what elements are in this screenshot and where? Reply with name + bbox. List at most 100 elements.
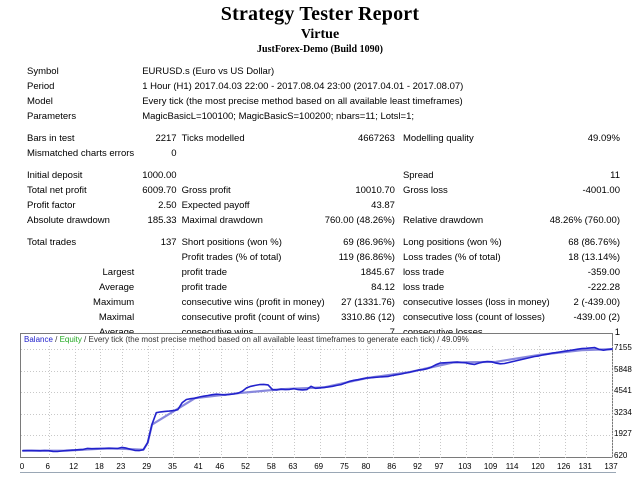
profit-trades-value: 119 (86.86%)	[338, 252, 395, 263]
loss-trades-label: Loss trades (% of total)	[402, 252, 501, 263]
y-axis-tick-label: 7155	[614, 343, 632, 352]
x-axis-tick-label: 6	[45, 462, 51, 471]
model-value: Every tick (the most precise method base…	[142, 96, 463, 107]
report-stats-table: Symbol EURUSD.s (Euro vs US Dollar) Peri…	[0, 64, 640, 340]
row-maximum: Maximum consecutive wins (profit in mone…	[0, 295, 640, 310]
row-average: Average profit trade 84.12 loss trade -2…	[0, 280, 640, 295]
largest-profit-trade-label: profit trade	[181, 267, 228, 278]
symbol-value: EURUSD.s (Euro vs US Dollar)	[142, 66, 275, 77]
x-axis-tick-label: 86	[387, 462, 397, 471]
expected-payoff-label: Expected payoff	[181, 200, 250, 211]
short-positions-label: Short positions (won %)	[181, 237, 282, 248]
max-consecutive-losses-label: consecutive losses (loss in money)	[402, 297, 550, 308]
legend-separator-2: /	[81, 335, 89, 344]
spread-value: 11	[610, 170, 620, 181]
row-profit-trades: Profit trades (% of total) 119 (86.86%) …	[0, 250, 640, 265]
x-axis-baseline	[20, 472, 616, 473]
largest-profit-trade-value: 1845.67	[360, 267, 395, 278]
average-loss-trade-label: loss trade	[402, 282, 445, 293]
x-axis-tick-label: 69	[314, 462, 324, 471]
empty-cell	[134, 250, 176, 265]
empty-cell	[177, 146, 325, 161]
y-axis-tick-label: 3234	[614, 407, 632, 417]
equity-balance-chart[interactable]: Balance / Equity / Every tick (the most …	[20, 333, 614, 458]
profit-factor-value: 2.50	[158, 200, 177, 211]
chart-y-axis: 620 1927 3234 4541 5848 7155	[614, 333, 640, 460]
maximal-consecutive-profit-label: consecutive profit (count of wins)	[181, 312, 320, 323]
page-title: Strategy Tester Report	[220, 3, 420, 25]
profit-trades-label: Profit trades (% of total)	[181, 252, 282, 263]
ticks-modelled-label: Ticks modelled	[181, 133, 245, 144]
legend-balance-label: Balance	[24, 335, 53, 344]
y-axis-tick-label: 4541	[614, 386, 632, 396]
bars-in-test-value: 2217	[155, 133, 177, 144]
ticks-modelled-value: 4667263	[357, 133, 395, 144]
x-axis-tick-label: 41	[193, 462, 203, 471]
legend-model-description: Every tick (the most precise method base…	[88, 335, 435, 344]
row-total-net-profit: Total net profit 6009.70 Gross profit 10…	[0, 183, 640, 198]
profit-factor-label: Profit factor	[27, 200, 76, 211]
maximal-drawdown-label: Maximal drawdown	[181, 215, 263, 226]
x-axis-tick-label: 120	[531, 462, 545, 471]
maximal-consecutive-loss-value: -439.00 (2)	[573, 312, 620, 323]
modelling-quality-label: Modelling quality	[402, 133, 474, 144]
x-axis-tick-label: 23	[116, 462, 126, 471]
report-header: Strategy Tester Report Virtue JustForex-…	[0, 0, 640, 57]
loss-trades-value: 18 (13.14%)	[568, 252, 620, 263]
empty-cell	[399, 146, 550, 161]
empty-cell	[550, 198, 640, 213]
initial-deposit-label: Initial deposit	[27, 170, 83, 181]
row-mismatched-charts-errors: Mismatched charts errors 0	[0, 146, 640, 161]
empty-cell	[134, 265, 176, 280]
x-axis-tick-label: 75	[339, 462, 349, 471]
period-label: Period	[27, 81, 55, 92]
empty-cell	[0, 250, 134, 265]
x-axis-tick-label: 126	[557, 462, 571, 471]
maximal-consecutive-profit-value: 3310.86 (12)	[341, 312, 395, 323]
maximal-consecutive-loss-label: consecutive loss (count of losses)	[402, 312, 545, 323]
chart-x-axis: 0 6 12 18 23 29 35 41 46 52 58 63 69 75 80 86 92 97 103 109…	[19, 462, 618, 474]
max-consecutive-losses-value: 2 (-439.00)	[573, 297, 620, 308]
gross-loss-label: Gross loss	[402, 185, 448, 196]
x-axis-tick-label: 29	[142, 462, 152, 471]
long-positions-label: Long positions (won %)	[402, 237, 502, 248]
short-positions-value: 69 (86.96%)	[343, 237, 395, 248]
chart-svg	[21, 346, 614, 458]
chart-legend: Balance / Equity / Every tick (the most …	[24, 335, 469, 345]
long-positions-value: 68 (86.76%)	[568, 237, 620, 248]
avg-consecutive-wins-label: consecutive wins	[177, 325, 325, 340]
average-loss-trade-value: -222.28	[587, 282, 620, 293]
symbol-label: Symbol	[27, 66, 59, 77]
average-profit-trade-value: 84.12	[371, 282, 395, 293]
spread-label: Spread	[402, 170, 434, 181]
gross-loss-value: -4001.00	[582, 185, 620, 196]
x-axis-tick-label: 0	[19, 462, 25, 471]
expected-payoff-value: 43.87	[371, 200, 395, 211]
total-net-profit-label: Total net profit	[27, 185, 87, 196]
empty-cell	[134, 310, 176, 325]
parameters-value: MagicBasicL=100100; MagicBasicS=100200; …	[142, 111, 415, 122]
max-consecutive-wins-label: consecutive wins (profit in money)	[181, 297, 325, 308]
y-axis-tick-label: 620	[614, 451, 628, 460]
empty-cell	[134, 295, 176, 310]
maximum-label: Maximum	[93, 297, 135, 308]
largest-loss-trade-label: loss trade	[402, 267, 445, 278]
y-axis-tick-label: 5848	[614, 364, 632, 374]
legend-modelling-quality: 49.09%	[441, 335, 469, 344]
x-axis-tick-label: 46	[215, 462, 225, 471]
average2-label: Average	[0, 325, 134, 340]
initial-deposit-value: 1000.00	[142, 170, 177, 181]
empty-cell	[550, 146, 640, 161]
chart-plot-area	[21, 346, 614, 458]
x-axis-tick-label: 12	[69, 462, 79, 471]
parameters-label: Parameters	[27, 111, 77, 122]
x-axis-tick-label: 114	[505, 462, 519, 471]
broker-build: JustForex-Demo (Build 1090)	[257, 44, 383, 55]
x-axis-tick-label: 109	[483, 462, 498, 471]
x-axis-tick-label: 52	[241, 462, 250, 471]
x-axis-tick-label: 58	[266, 462, 276, 471]
row-total-trades: Total trades 137 Short positions (won %)…	[0, 235, 640, 250]
row-period: Period 1 Hour (H1) 2017.04.03 22:00 - 20…	[0, 79, 640, 94]
x-axis-tick-label: 63	[288, 462, 298, 471]
x-axis-tick-label: 103	[458, 462, 472, 471]
